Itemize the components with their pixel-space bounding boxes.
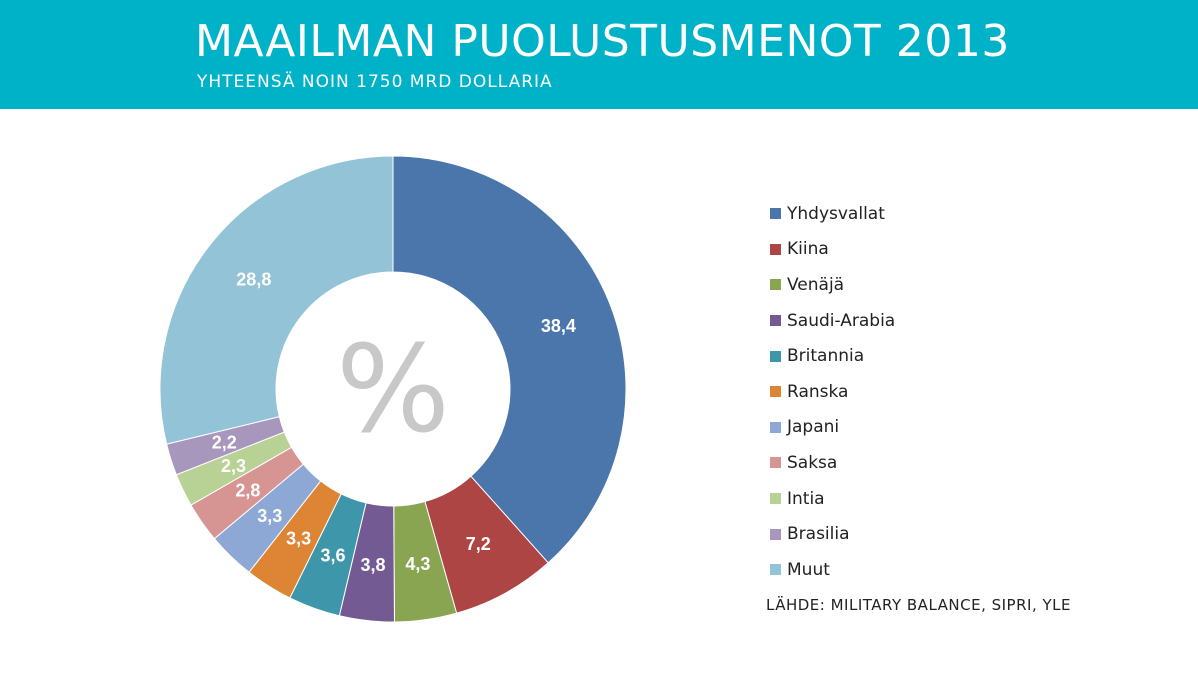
legend-item-muut: Muut [770, 552, 895, 588]
legend-label: Ranska [787, 381, 849, 402]
slice-value-label-kiina: 7,2 [466, 534, 491, 554]
legend-label: Britannia [787, 346, 865, 367]
legend-swatch [770, 493, 781, 505]
slice-value-label-muut: 28,8 [236, 270, 271, 290]
slice-value-label-saksa: 2,8 [235, 480, 260, 500]
slice-value-label-britannia: 3,6 [321, 546, 346, 566]
legend-item-brasilia: Brasilia [770, 516, 895, 552]
legend-swatch [770, 315, 781, 327]
legend-swatch [770, 457, 781, 469]
legend-label: Intia [787, 488, 825, 509]
legend-label: Kiina [787, 239, 829, 260]
legend-swatch [770, 243, 781, 255]
chart-title: MAAILMAN PUOLUSTUSMENOT 2013 [195, 16, 1010, 67]
legend-swatch [770, 564, 781, 576]
legend-label: Saudi-Arabia [787, 310, 896, 331]
center-percent-symbol: % [336, 321, 450, 460]
slice-value-label-japani: 3,3 [257, 506, 282, 526]
chart-subtitle: YHTEENSÄ NOIN 1750 MRD DOLLARIA [197, 72, 553, 92]
legend-swatch [770, 350, 781, 362]
legend-item-yhdysvallat: Yhdysvallat [770, 196, 895, 232]
legend-label: Yhdysvallat [787, 203, 885, 224]
slice-yhdysvallat [392, 155, 627, 564]
slice-value-label-yhdysvallat: 38,4 [541, 316, 576, 336]
legend-label: Brasilia [787, 524, 850, 545]
legend-item-japani: Japani [770, 410, 895, 446]
legend-item-venaja: Venäjä [770, 267, 895, 303]
legend-label: Muut [787, 559, 830, 580]
legend-item-ranska: Ranska [770, 374, 895, 410]
legend-swatch [770, 386, 781, 398]
slices-group [159, 155, 627, 623]
header-banner: MAAILMAN PUOLUSTUSMENOT 2013 YHTEENSÄ NO… [0, 0, 1198, 109]
legend-item-saudi-arabia: Saudi-Arabia [770, 303, 895, 339]
slice-value-label-saudi-arabia: 3,8 [361, 555, 386, 575]
slice-value-label-ranska: 3,3 [286, 529, 311, 549]
slice-value-label-intia: 2,3 [221, 456, 246, 476]
legend-label: Saksa [787, 452, 838, 473]
legend-item-saksa: Saksa [770, 445, 895, 481]
legend-swatch [770, 421, 781, 433]
slice-value-label-venaja: 4,3 [405, 554, 430, 574]
legend-label: Japani [787, 417, 840, 438]
legend-item-britannia: Britannia [770, 338, 895, 374]
slice-labels-group: 38,4 7,2 4,3 3,8 3,6 3,33,3 2,8 2,3 2,2 28,8 [212, 270, 576, 575]
legend-swatch [770, 208, 781, 220]
legend-item-intia: Intia [770, 481, 895, 517]
legend: Yhdysvallat Kiina Venäjä Saudi-Arabia Britan… [770, 196, 895, 588]
slice-muut [159, 155, 394, 445]
legend-label: Venäjä [787, 274, 845, 295]
legend-swatch [770, 528, 781, 540]
source-note: LÄHDE: MILITARY BALANCE, SIPRI, YLE [766, 596, 1071, 614]
slice-value-label-brasilia: 2,2 [212, 433, 237, 453]
legend-item-kiina: Kiina [770, 232, 895, 268]
legend-swatch [770, 279, 781, 291]
